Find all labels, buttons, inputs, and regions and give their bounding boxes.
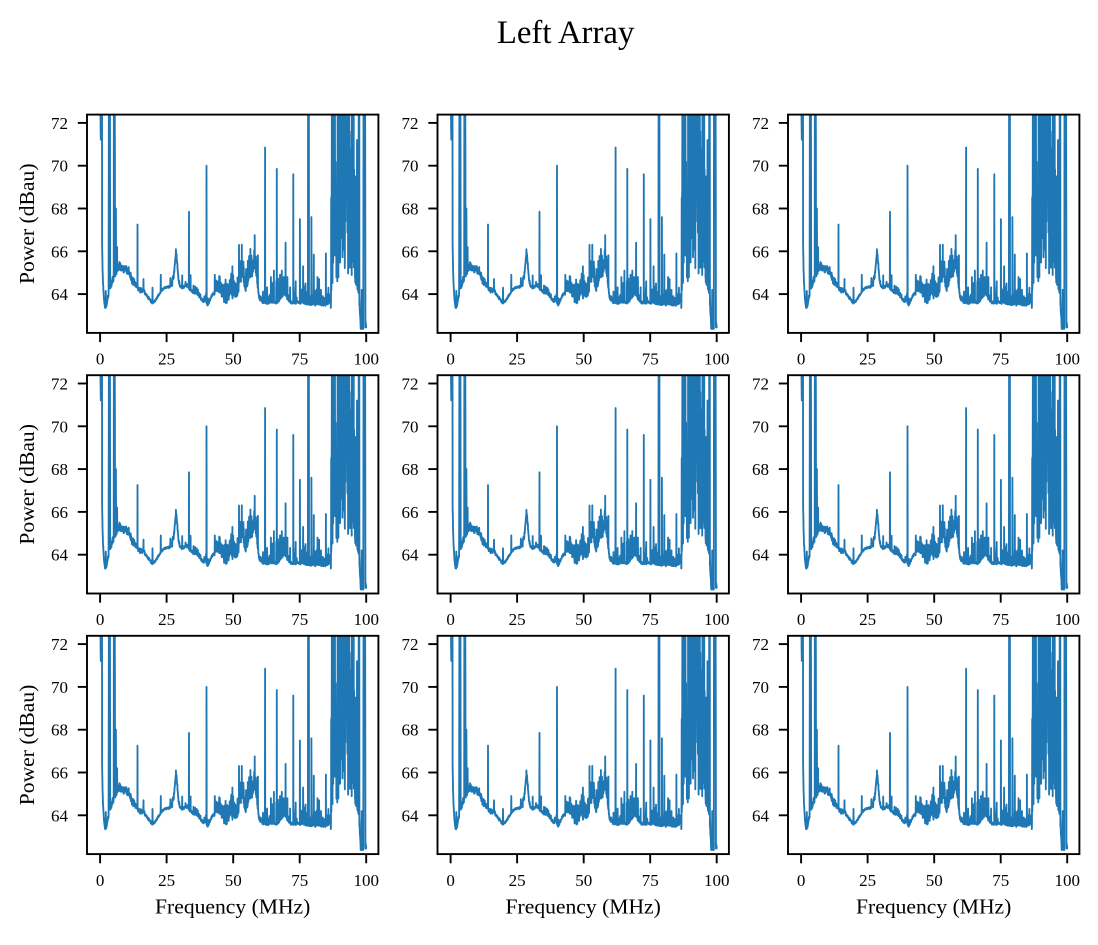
svg-text:Power (dBau): Power (dBau) <box>15 163 39 284</box>
svg-text:Power (dBau): Power (dBau) <box>15 685 39 806</box>
svg-text:Frequency (MHz): Frequency (MHz) <box>856 894 1011 918</box>
svg-text:Left Array: Left Array <box>497 15 635 51</box>
svg-text:Frequency (MHz): Frequency (MHz) <box>506 894 661 918</box>
svg-text:Power (dBau): Power (dBau) <box>15 424 39 545</box>
svg-text:Frequency (MHz): Frequency (MHz) <box>155 894 310 918</box>
